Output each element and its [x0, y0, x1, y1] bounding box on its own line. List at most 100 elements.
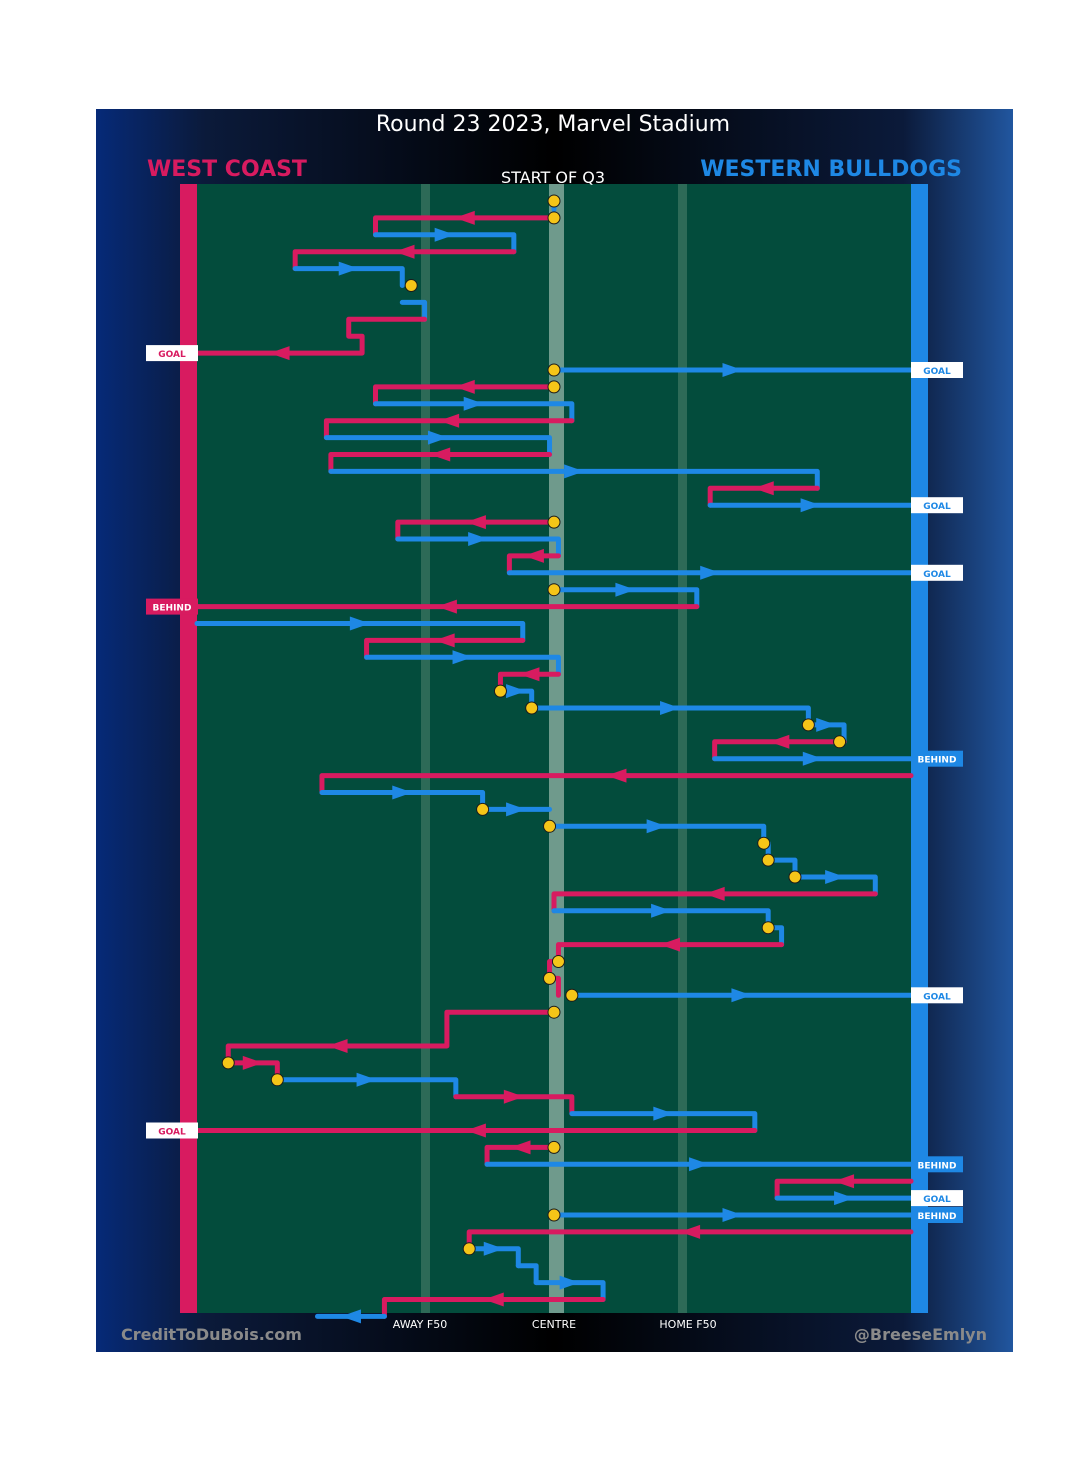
result-label-51: GOAL — [158, 1128, 186, 1138]
chain-arrow-25 — [452, 650, 473, 665]
chain-segment-2 — [373, 215, 557, 238]
chain-arrow-20 — [700, 565, 721, 580]
stoppage-marker-13 — [543, 819, 557, 833]
result-badge-53 — [911, 1156, 963, 1173]
chain-arrow-18 — [468, 532, 489, 546]
chain-segment-4 — [292, 249, 517, 272]
chain-arrow-23 — [349, 616, 370, 631]
chain-arrow-53 — [689, 1157, 710, 1172]
chain-arrow-50 — [653, 1106, 674, 1121]
stoppage-marker-19 — [543, 971, 557, 985]
chain-arrow-62 — [340, 1309, 361, 1324]
chain-segment-7 — [194, 316, 428, 356]
chain-segment-59 — [515, 1263, 539, 1286]
away-f50-label: AWAY F50 — [393, 1318, 447, 1331]
stoppage-marker-7 — [547, 583, 561, 597]
stoppage-marker-8 — [493, 684, 507, 698]
home-f50-line — [678, 184, 687, 1313]
chain-arrow-39 — [704, 886, 725, 901]
stoppage-marker-12 — [476, 802, 490, 816]
chain-segment-32 — [319, 773, 914, 795]
possession-chains — [194, 198, 914, 1324]
result-label-16: GOAL — [923, 502, 951, 512]
chain-arrow-46 — [327, 1039, 348, 1053]
chain-arrow-33 — [392, 785, 413, 800]
result-label-22: BEHIND — [153, 604, 192, 614]
result-badge-31 — [911, 750, 963, 767]
stoppage-marker-20 — [565, 988, 579, 1002]
results: GOAL GOAL GOAL GOAL BEHIND BEHIND GOAL GOAL BEHI… — [146, 345, 963, 1223]
chain-arrow-17 — [465, 515, 486, 530]
chain-arrow-45 — [731, 988, 752, 1003]
chain-arrow-35 — [646, 819, 667, 834]
chain-segment-54 — [774, 1178, 914, 1201]
bulldogs-goal-bar — [911, 184, 928, 1313]
result-badge-16 — [911, 497, 963, 514]
chart-subtitle: START OF Q3 — [501, 168, 605, 187]
result-badge-45 — [911, 987, 963, 1004]
chain-arrow-34 — [506, 802, 527, 817]
chain-segment-48 — [274, 1077, 459, 1100]
stoppage-marker-25 — [547, 1208, 561, 1222]
centre-label: CENTRE — [532, 1318, 576, 1331]
result-badge-7 — [146, 345, 198, 362]
chain-arrow-49 — [503, 1089, 524, 1104]
chain-segment-60 — [533, 1280, 606, 1302]
chain-arrow-51 — [465, 1123, 486, 1138]
chart-title: Round 23 2023, Marvel Stadium — [376, 112, 730, 137]
stoppage-marker-24 — [547, 1140, 561, 1154]
result-label-55: GOAL — [923, 1195, 951, 1205]
away-f50-line — [421, 184, 430, 1313]
result-badge-22 — [146, 598, 198, 615]
chain-segment-13 — [328, 452, 553, 474]
result-label-53: BEHIND — [918, 1161, 957, 1171]
chain-arrow-56 — [722, 1208, 743, 1222]
stoppage-marker-6 — [547, 515, 561, 529]
chain-arrow-61 — [483, 1292, 504, 1307]
chain-segment-25 — [364, 654, 561, 677]
west-coast-goal-bar — [180, 184, 197, 1313]
chain-segment-21 — [551, 587, 700, 610]
chain-segment-49 — [453, 1094, 575, 1117]
chain-segment-39 — [551, 891, 878, 914]
stoppage-marker-9 — [525, 701, 539, 715]
stoppage-marker-22 — [221, 1056, 235, 1070]
chain-arrow-52 — [510, 1140, 531, 1155]
bulldogs-label: WESTERN BULLDOGS — [700, 157, 962, 182]
chain-segment-10 — [373, 401, 575, 424]
stoppage-marker-3 — [404, 279, 418, 292]
chain-arrow-13 — [430, 447, 451, 462]
west-coast-label: WEST COAST — [147, 157, 307, 182]
chain-arrow-16 — [800, 498, 821, 513]
chain-segment-52 — [484, 1144, 557, 1167]
stoppage-marker-5 — [547, 380, 561, 394]
stoppages — [221, 194, 847, 1256]
chain-arrow-26 — [519, 667, 540, 682]
chain-arrow-38 — [825, 870, 846, 884]
chain-arrow-5 — [338, 261, 359, 276]
chain-segment-9 — [373, 384, 557, 407]
chain-arrow-24 — [434, 633, 455, 648]
chain-arrow-27 — [506, 684, 527, 699]
chain-segment-5 — [292, 266, 405, 288]
stoppage-marker-15 — [761, 853, 775, 867]
stoppage-marker-18 — [551, 955, 565, 968]
stoppage-marker-16 — [788, 870, 802, 884]
chain-arrow-32 — [606, 768, 627, 783]
chain-arrow-28 — [660, 701, 681, 715]
chain-arrow-48 — [356, 1072, 377, 1087]
chain-arrow-22 — [436, 599, 457, 614]
chain-arrow-55 — [834, 1191, 855, 1206]
chain-arrow-54 — [834, 1174, 855, 1189]
chain-arrow-31 — [802, 751, 823, 766]
chain-arrow-42 — [660, 937, 681, 952]
chain-segment-24 — [364, 637, 526, 660]
stoppage-marker-2 — [547, 211, 561, 225]
result-badge-51 — [146, 1122, 198, 1139]
result-badge-55 — [911, 1190, 963, 1207]
stoppage-marker-26 — [462, 1242, 476, 1256]
home-f50-label: HOME F50 — [659, 1318, 716, 1331]
chain-arrow-7 — [269, 346, 290, 361]
result-label-45: GOAL — [923, 992, 951, 1002]
